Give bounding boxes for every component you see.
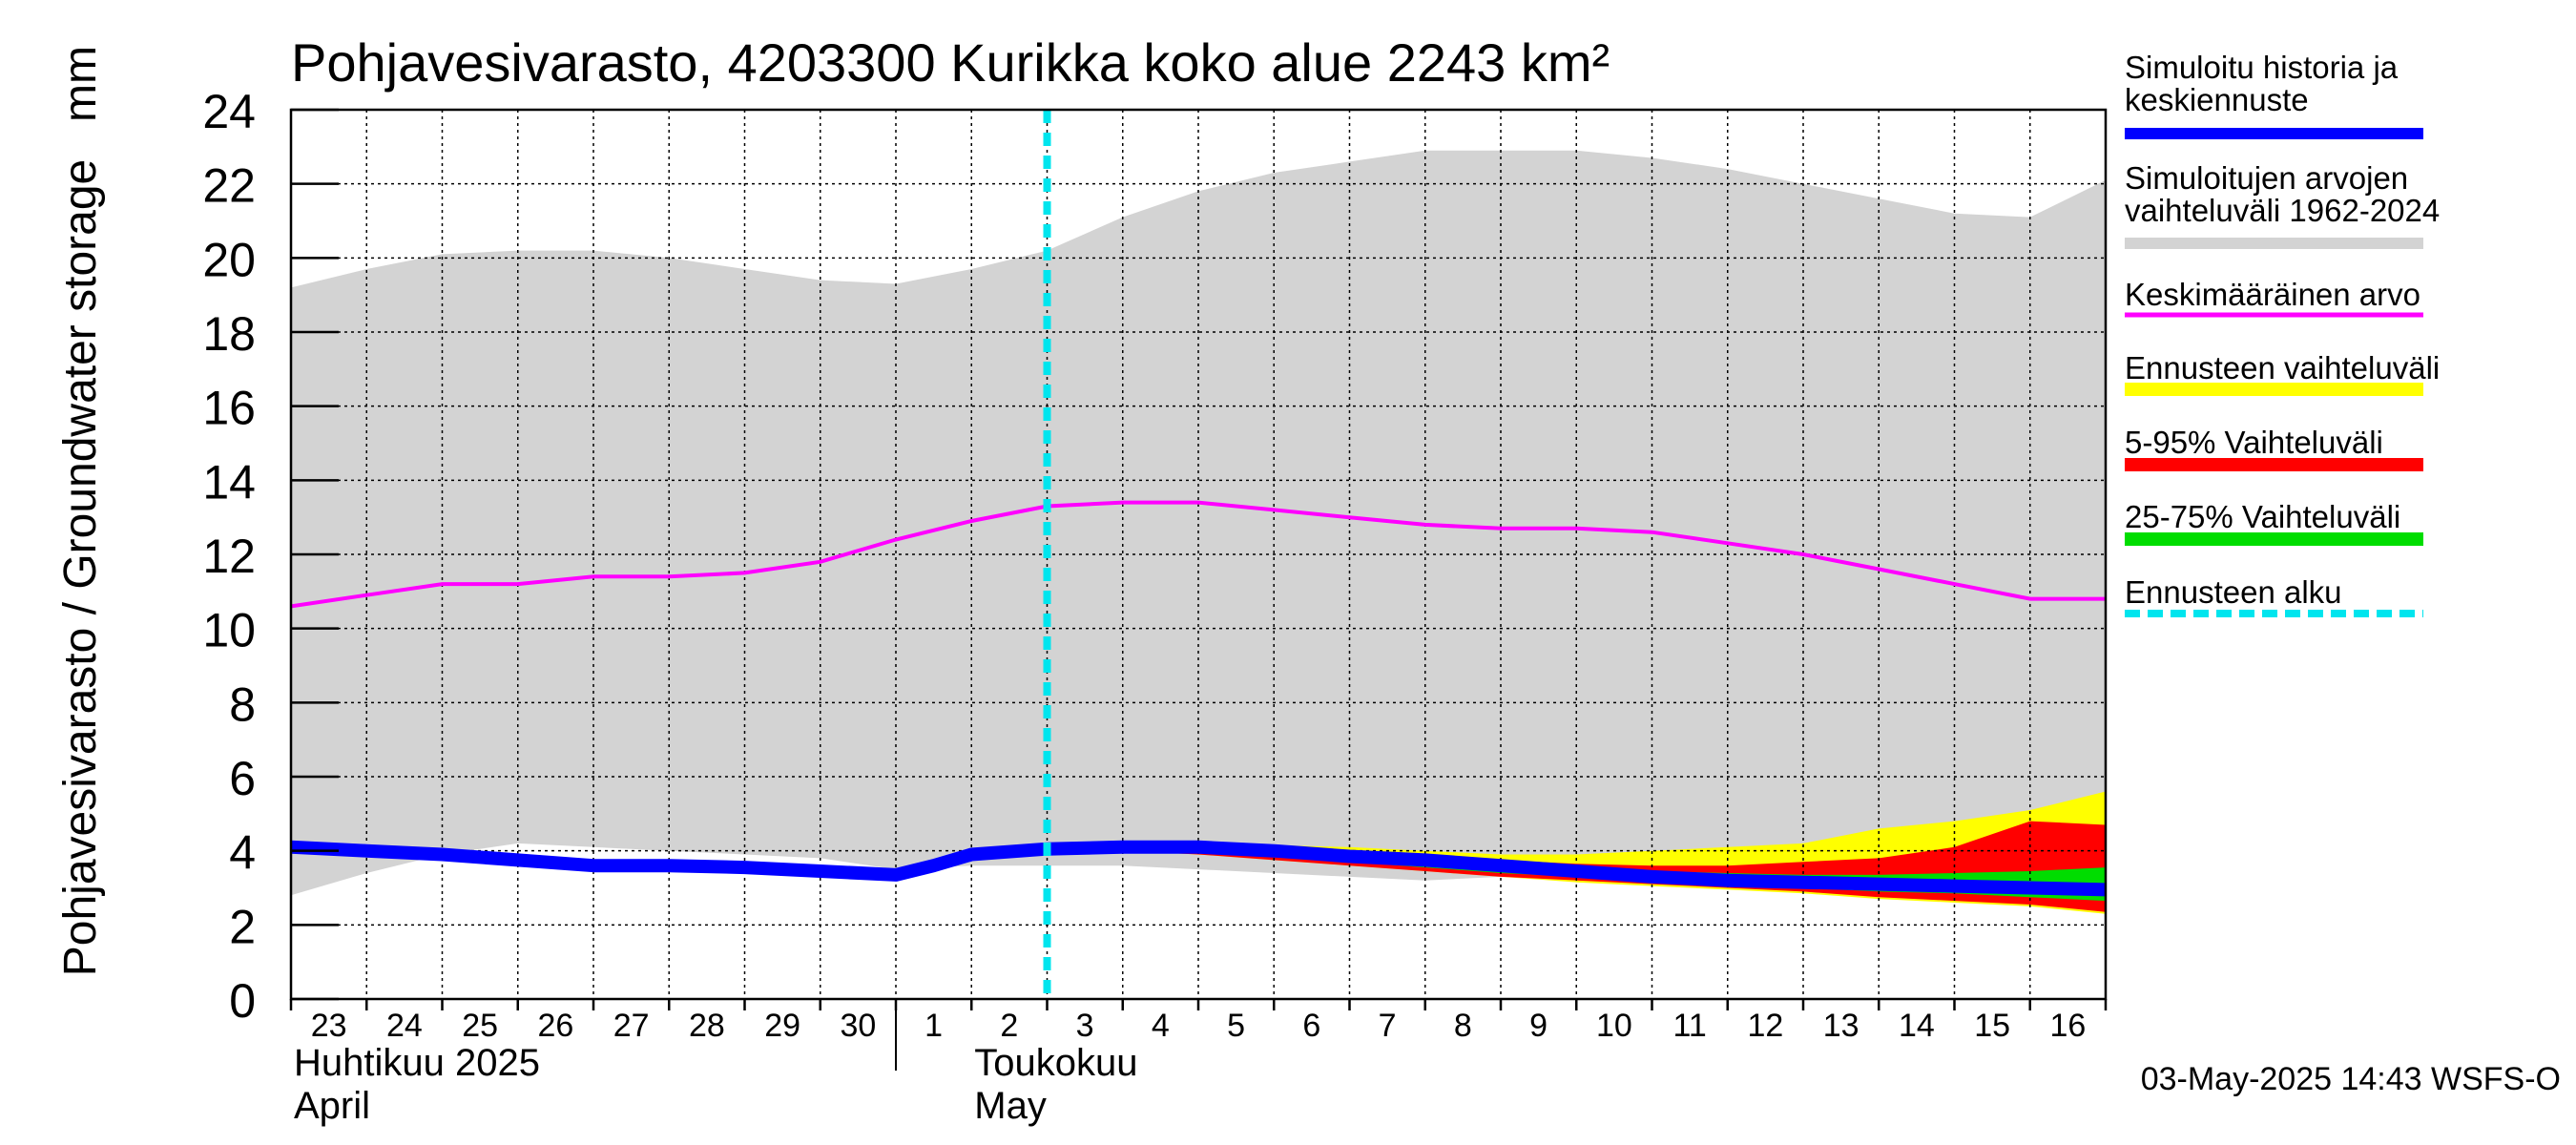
y-tick-label: 24 [202,85,256,138]
footer-timestamp: 03-May-2025 14:43 WSFS-O [2141,1061,2561,1097]
legend-label-p5_95: 5-95% Vaihteluväli [2125,425,2383,460]
legend-label-history: Simuloitu historia ja [2125,50,2399,85]
x-tick-label: 15 [1974,1008,2010,1044]
chart-axes [289,108,2108,1071]
x-tick-label: 7 [1379,1008,1397,1044]
month-label-primary: Toukokuu [974,1042,1137,1084]
x-tick-label: 23 [311,1008,347,1044]
month-label-secondary: April [294,1085,370,1127]
x-tick-label: 6 [1302,1008,1320,1044]
x-tick-label: 27 [613,1008,650,1044]
month-label-primary: Huhtikuu 2025 [294,1042,540,1084]
x-tick-label: 30 [840,1008,876,1044]
y-tick-label: 14 [202,455,256,509]
x-tick-label: 4 [1152,1008,1170,1044]
legend-label-sim_range: Simuloitujen arvojen [2125,160,2408,196]
series-mean-line [291,500,2106,609]
legend-label-forecast_start: Ennusteen alku [2125,574,2342,610]
x-tick-label: 25 [462,1008,498,1044]
y-tick-label: 2 [229,900,256,953]
y-tick-label: 12 [202,530,256,583]
x-tick-label: 14 [1899,1008,1935,1044]
y-axis-label: Pohjavesivarasto / Groundwater storage [55,159,106,976]
y-tick-label: 16 [202,382,256,435]
x-tick-label: 16 [2049,1008,2086,1044]
y-tick-label: 4 [229,826,256,880]
y-axis-unit: mm [55,46,106,122]
x-tick-label: 11 [1672,1008,1706,1044]
legend-label-p25_75: 25-75% Vaihteluväli [2125,499,2400,534]
x-tick-label: 1 [924,1008,943,1044]
y-tick-label: 8 [229,677,256,731]
y-tick-label: 0 [229,974,256,1028]
series-history-line [291,840,2106,897]
y-tick-label: 22 [202,159,256,213]
legend-label-sim_range: vaihteluväli 1962-2024 [2125,193,2440,228]
chart-title: Pohjavesivarasto, 4203300 Kurikka koko a… [291,32,1610,93]
x-tick-label: 9 [1529,1008,1548,1044]
x-tick-labels: 23 24 25 26 27 28 29 30 1 2 3 4 5 6 7 8 9 10 11 12 13 14 15 16 [311,1008,2087,1044]
x-tick-label: 24 [386,1008,423,1044]
legend-label-forecast_range: Ennusteen vaihteluväli [2125,350,2440,385]
legend-label-history: keskiennuste [2125,82,2309,117]
x-tick-label: 29 [764,1008,800,1044]
x-tick-label: 2 [1000,1008,1018,1044]
y-tick-label: 10 [202,604,256,657]
y-tick-label: 6 [229,752,256,805]
x-tick-label: 8 [1454,1008,1472,1044]
band-sim_range [291,150,2106,896]
month-label-secondary: May [974,1085,1047,1127]
x-tick-label: 13 [1823,1008,1859,1044]
x-tick-label: 12 [1747,1008,1783,1044]
y-tick-label: 20 [202,233,256,286]
chart-grid [291,110,2106,999]
x-tick-label: 26 [537,1008,573,1044]
x-tick-label: 28 [689,1008,725,1044]
y-tick-label: 18 [202,307,256,361]
chart-lines [291,110,2106,999]
x-tick-label: 10 [1596,1008,1632,1044]
x-tick-label: 3 [1076,1008,1094,1044]
legend-label-mean: Keskimääräinen arvo [2125,277,2420,312]
x-tick-label: 5 [1227,1008,1245,1044]
